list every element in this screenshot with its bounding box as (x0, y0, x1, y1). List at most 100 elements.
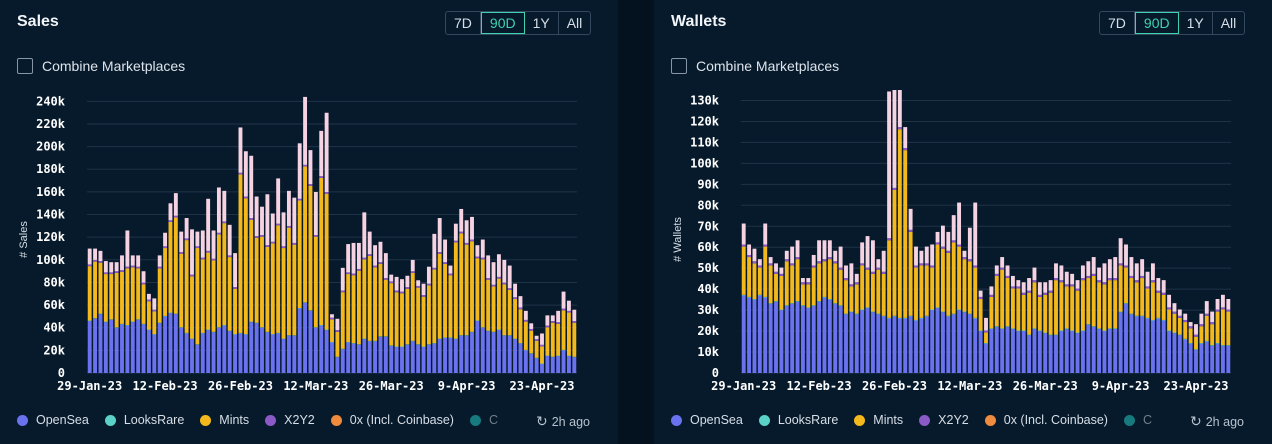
bar-segment[interactable] (860, 242, 865, 264)
bar-segment[interactable] (892, 189, 897, 316)
bar-segment[interactable] (865, 269, 870, 308)
bar-segment[interactable] (1134, 315, 1139, 317)
bar-segment[interactable] (453, 223, 458, 241)
bar-segment[interactable] (303, 302, 308, 373)
bar-segment[interactable] (222, 221, 227, 224)
bar-segment[interactable] (443, 262, 448, 264)
bar-segment[interactable] (464, 335, 469, 373)
bar-segment[interactable] (887, 318, 892, 374)
bar-segment[interactable] (330, 317, 334, 320)
bar-segment[interactable] (1102, 282, 1107, 285)
bar-segment[interactable] (1172, 332, 1177, 334)
bar-segment[interactable] (356, 270, 361, 345)
bar-segment[interactable] (1113, 328, 1118, 329)
bar-segment[interactable] (410, 341, 415, 373)
bar-segment[interactable] (897, 127, 902, 130)
bar-segment[interactable] (1016, 330, 1021, 332)
bar-segment[interactable] (265, 246, 270, 332)
bar-segment[interactable] (308, 184, 313, 186)
bar-segment[interactable] (1124, 303, 1128, 373)
bar-segment[interactable] (502, 282, 507, 285)
bar-segment[interactable] (1129, 278, 1134, 314)
bar-segment[interactable] (924, 265, 929, 316)
bar-segment[interactable] (103, 272, 108, 275)
bar-segment[interactable] (378, 263, 383, 337)
bar-segment[interactable] (973, 202, 978, 266)
bar-segment[interactable] (774, 271, 778, 274)
bar-segment[interactable] (1156, 317, 1161, 319)
bar-segment[interactable] (827, 299, 832, 373)
bar-segment[interactable] (1199, 324, 1204, 327)
bar-segment[interactable] (502, 335, 507, 373)
bar-segment[interactable] (838, 269, 843, 306)
bar-segment[interactable] (534, 339, 539, 341)
bar-segment[interactable] (1150, 263, 1155, 281)
bar-segment[interactable] (400, 346, 404, 373)
bar-segment[interactable] (426, 266, 431, 284)
bar-segment[interactable] (1204, 315, 1209, 341)
bar-segment[interactable] (757, 267, 762, 295)
bar-segment[interactable] (222, 325, 227, 373)
bar-segment[interactable] (897, 129, 902, 318)
bar-segment[interactable] (233, 288, 238, 335)
bar-segment[interactable] (1048, 292, 1053, 335)
bar-segment[interactable] (844, 265, 848, 279)
bar-segment[interactable] (1048, 290, 1053, 293)
bar-segment[interactable] (1145, 317, 1150, 319)
bar-segment[interactable] (367, 341, 372, 373)
bar-segment[interactable] (286, 227, 291, 336)
bar-segment[interactable] (313, 236, 318, 328)
bar-segment[interactable] (779, 309, 784, 311)
bar-segment[interactable] (141, 271, 146, 283)
bar-segment[interactable] (757, 294, 762, 296)
bar-segment[interactable] (534, 335, 539, 340)
bar-segment[interactable] (233, 287, 238, 289)
bar-segment[interactable] (1080, 265, 1085, 279)
bar-segment[interactable] (1075, 288, 1080, 291)
bar-segment[interactable] (308, 310, 313, 373)
bar-segment[interactable] (448, 337, 453, 373)
bar-segment[interactable] (822, 296, 827, 298)
bar-segment[interactable] (892, 187, 897, 190)
bar-segment[interactable] (545, 325, 550, 328)
bar-segment[interactable] (1204, 341, 1209, 373)
bar-segment[interactable] (410, 272, 415, 341)
bar-segment[interactable] (1000, 328, 1005, 329)
bar-segment[interactable] (1032, 280, 1037, 283)
bar-segment[interactable] (984, 332, 988, 344)
bar-segment[interactable] (1199, 313, 1204, 325)
bar-segment[interactable] (806, 307, 811, 309)
bar-segment[interactable] (410, 259, 415, 272)
bar-segment[interactable] (967, 261, 972, 314)
bar-segment[interactable] (480, 239, 485, 258)
bar-segment[interactable] (967, 313, 972, 315)
bar-segment[interactable] (1140, 316, 1145, 373)
bar-segment[interactable] (1194, 336, 1198, 350)
bar-segment[interactable] (421, 346, 426, 373)
bar-segment[interactable] (784, 261, 789, 306)
bar-segment[interactable] (502, 259, 507, 283)
bar-segment[interactable] (854, 273, 859, 283)
bar-segment[interactable] (967, 259, 972, 262)
bar-segment[interactable] (475, 320, 480, 373)
bar-segment[interactable] (163, 246, 168, 249)
bar-segment[interactable] (286, 190, 291, 226)
bar-segment[interactable] (130, 322, 135, 373)
bar-segment[interactable] (978, 299, 983, 331)
bar-segment[interactable] (319, 177, 324, 325)
bar-segment[interactable] (1027, 334, 1032, 336)
bar-segment[interactable] (157, 255, 162, 267)
bar-segment[interactable] (292, 335, 297, 373)
bar-segment[interactable] (774, 273, 778, 302)
bar-segment[interactable] (978, 296, 983, 299)
bar-segment[interactable] (233, 253, 238, 288)
bar-segment[interactable] (887, 240, 892, 318)
bar-segment[interactable] (556, 322, 561, 324)
bar-segment[interactable] (432, 267, 437, 270)
bar-segment[interactable] (1118, 311, 1123, 313)
bar-segment[interactable] (935, 307, 940, 309)
bar-segment[interactable] (141, 324, 146, 373)
bar-segment[interactable] (1167, 330, 1172, 332)
bar-segment[interactable] (1167, 307, 1172, 310)
bar-segment[interactable] (1129, 313, 1134, 315)
